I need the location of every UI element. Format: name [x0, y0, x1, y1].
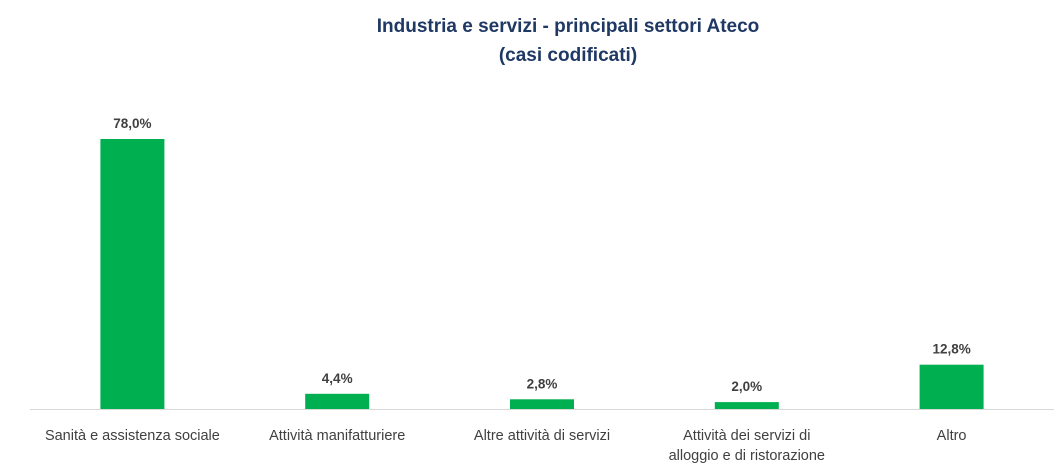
x-tick-label-1: Attività manifatturiere: [269, 428, 405, 444]
x-tick-label-2: Altre attività di servizi: [474, 428, 610, 444]
x-tick-label-4: Altro: [937, 428, 967, 444]
chart-title-block: Industria e servizi - principali settori…: [0, 12, 1064, 70]
bar-0: [100, 139, 165, 409]
data-label-1: 4,4%: [322, 371, 353, 386]
bar-2: [510, 399, 574, 409]
bar-1: [305, 393, 370, 409]
chart-title: Industria e servizi - principali settori…: [376, 16, 760, 37]
data-label-0: 78,0%: [113, 116, 151, 131]
chart-subtitle: (casi codificati): [498, 45, 638, 66]
data-label-4: 12,8%: [932, 342, 970, 357]
bar-3: [714, 402, 779, 409]
bar-4: [919, 364, 984, 409]
x-tick-label-3-line-1: alloggio e di ristorazione: [669, 448, 825, 464]
x-tick-label-3-line-0: Attività dei servizi di: [683, 428, 810, 444]
x-tick-label-0: Sanità e assistenza sociale: [45, 428, 220, 444]
data-label-3: 2,0%: [731, 379, 762, 394]
data-label-2: 2,8%: [527, 376, 558, 391]
